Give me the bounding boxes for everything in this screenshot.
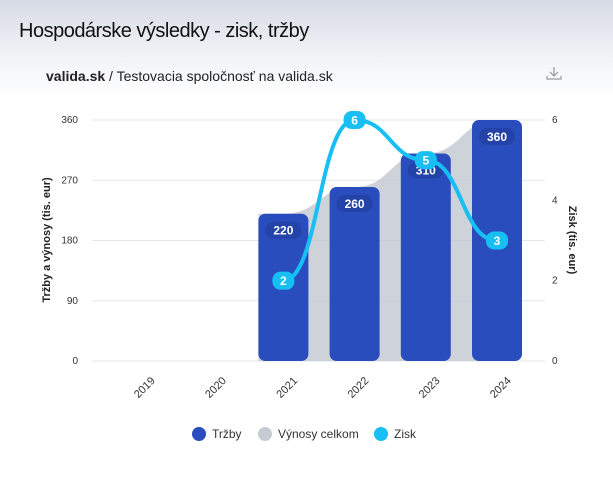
y-tick-label: 270 [61, 175, 78, 186]
y2-tick-label: 6 [552, 115, 558, 126]
company-name: / Testovacia spoločnosť na valida.sk [109, 68, 333, 84]
bar-label-bg [336, 194, 373, 212]
x-tick-label: 2019 [132, 375, 158, 401]
legend-marker [374, 427, 388, 441]
subtitle: valida.sk / Testovacia spoločnosť na val… [46, 68, 333, 84]
y2-tick-label: 4 [552, 195, 558, 206]
zisk-point [343, 111, 366, 129]
legend-label: Zisk [394, 427, 417, 441]
x-tick-label: 2024 [488, 375, 514, 401]
bar-trzby [400, 153, 451, 361]
line-zisk [282, 117, 498, 283]
legend-marker [192, 427, 206, 441]
x-tick-label: 2022 [346, 375, 372, 401]
zisk-point [486, 231, 508, 250]
x-tick-label: 2020 [203, 375, 229, 401]
download-icon[interactable] [545, 64, 563, 82]
zisk-point [272, 271, 295, 290]
y2-axis-label: Zisk (tis. eur) [566, 206, 578, 275]
bar-trzby [329, 186, 380, 361]
bar-label: 260 [345, 197, 365, 211]
zisk-point [414, 151, 437, 170]
y2-tick-label: 2 [552, 276, 558, 287]
y-tick-label: 180 [61, 236, 78, 247]
legend-label: Výnosy celkom [278, 427, 359, 441]
zisk-label: 6 [351, 114, 358, 128]
page-title: Hospodárske výsledky - zisk, tržby [19, 20, 309, 42]
bar-label-bg [479, 128, 515, 145]
bar-label: 220 [273, 224, 293, 238]
brand: valida.sk [46, 68, 106, 84]
y-axis-label: Tržby a výnosy (tis. eur) [41, 177, 53, 303]
x-tick-label: 2021 [274, 375, 300, 401]
bar-label: 360 [487, 130, 507, 144]
legend-marker [258, 427, 272, 441]
y-tick-label: 360 [61, 115, 78, 126]
bar-label-bg [265, 221, 302, 239]
y2-tick-label: 0 [552, 356, 558, 367]
y-tick-label: 90 [67, 296, 79, 307]
zisk-label: 2 [280, 274, 287, 288]
x-tick-label: 2023 [417, 375, 443, 401]
legend-label: Tržby [212, 427, 242, 441]
y-tick-label: 0 [72, 356, 78, 367]
zisk-label: 3 [494, 234, 501, 248]
zisk-label: 5 [422, 154, 429, 168]
